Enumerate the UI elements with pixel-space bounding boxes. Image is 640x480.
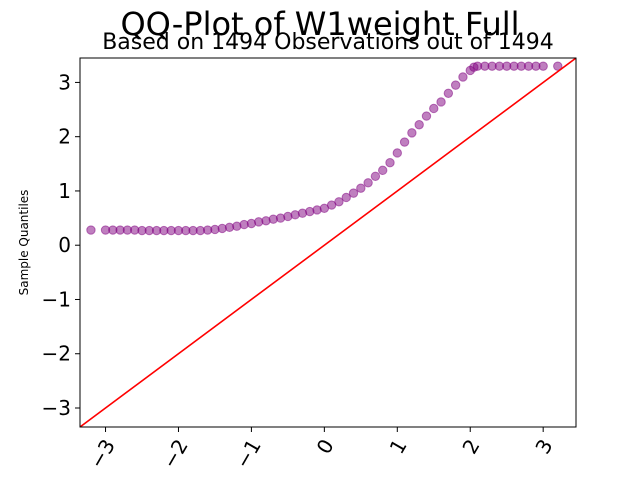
y-axis: −3 −2 −1 0 1 2 3 — [42, 70, 80, 420]
chart-subtitle: Based on 1494 Observations out of 1494 — [102, 30, 554, 55]
data-point — [370, 171, 381, 181]
data-point — [553, 61, 563, 71]
reference-line — [80, 58, 576, 427]
y-tick-label: −1 — [42, 287, 71, 311]
data-point — [407, 128, 417, 138]
data-point — [385, 158, 395, 168]
y-tick-label: 2 — [58, 125, 71, 149]
plot-frame — [79, 57, 577, 428]
data-point — [399, 137, 410, 147]
y-tick-label: −2 — [42, 342, 71, 366]
y-tick-label: 0 — [58, 233, 71, 257]
data-point — [392, 148, 402, 158]
data-points-layer — [86, 61, 563, 236]
data-point — [378, 165, 388, 176]
data-point — [538, 61, 548, 71]
data-point — [414, 120, 424, 130]
y-tick-label: −3 — [42, 396, 71, 420]
data-point — [429, 103, 439, 114]
data-point — [421, 111, 432, 121]
y-axis-label: Sample Quantiles — [17, 190, 31, 296]
plot-area — [80, 58, 576, 427]
y-tick-label: 3 — [58, 70, 71, 94]
data-point — [356, 183, 366, 193]
data-point — [86, 225, 96, 235]
data-point — [450, 80, 461, 90]
y-tick-label: 1 — [58, 179, 71, 203]
data-point — [436, 97, 446, 107]
data-point — [334, 197, 344, 207]
data-point — [363, 178, 373, 188]
data-point — [341, 192, 351, 203]
data-point — [458, 72, 468, 82]
data-point — [348, 188, 359, 198]
data-point — [443, 88, 454, 98]
chart-title: QQ-Plot of W1weight Full — [120, 5, 519, 43]
